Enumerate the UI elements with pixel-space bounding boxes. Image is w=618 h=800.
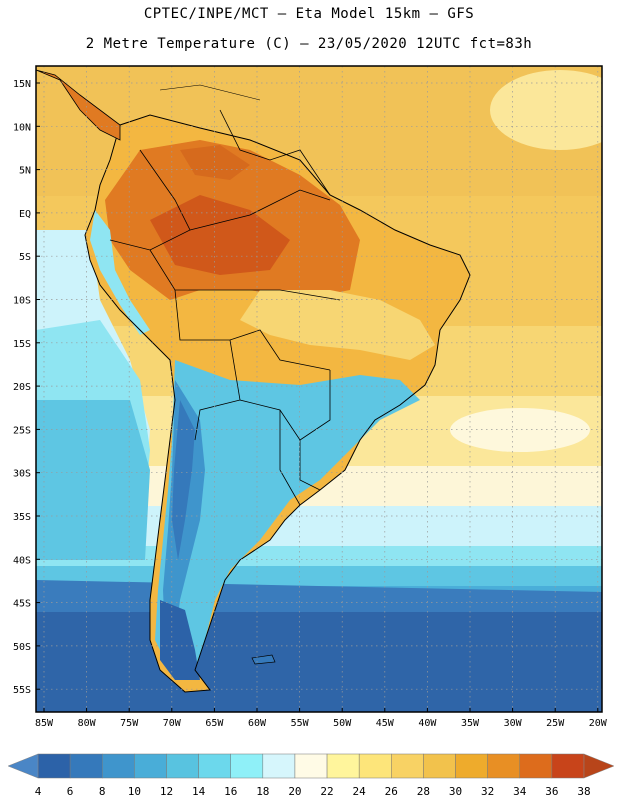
longitude-labels: 85W 80W 75W 70W 65W 60W 55W 50W 45W 40W 35W 30W 25W 2… — [35, 708, 608, 729]
colorbar-swatch — [519, 753, 553, 779]
colorbar-swatch — [166, 753, 199, 779]
lon-label: 55W — [291, 718, 310, 729]
colorbar-label: 38 — [577, 785, 590, 798]
lon-label: 20W — [589, 718, 608, 729]
colorbar-label: 34 — [513, 785, 527, 798]
title-line-1: CPTEC/INPE/MCT – Eta Model 15km – GFS — [143, 6, 475, 22]
colorbar-label: 32 — [481, 785, 494, 798]
colorbar-swatch — [326, 753, 360, 779]
colorbar-swatch — [551, 753, 585, 779]
lon-label: 40W — [418, 718, 437, 729]
lat-label: 30S — [13, 469, 31, 480]
colorbar-label: 30 — [449, 785, 462, 798]
colorbar-label: 18 — [256, 785, 269, 798]
lon-label: 30W — [504, 718, 523, 729]
lon-label: 70W — [163, 718, 182, 729]
title-line-2: 2 Metre Temperature (C) – 23/05/2020 12U… — [85, 36, 533, 52]
colorbar-swatch — [358, 753, 392, 779]
colorbar-swatch — [262, 753, 296, 779]
lat-label: 35S — [13, 512, 31, 523]
colorbar-label: 4 — [35, 785, 42, 798]
map-frame — [35, 65, 603, 713]
lat-label: 50S — [13, 642, 31, 653]
colorbar-swatch — [101, 753, 135, 779]
colorbar-label: 6 — [67, 785, 74, 798]
lat-label: 55S — [13, 685, 31, 696]
colorbar-label: 22 — [320, 785, 333, 798]
lat-label: 15N — [13, 79, 31, 90]
colorbar-high-arrow — [583, 753, 615, 779]
colorbar-swatch — [294, 753, 328, 779]
colorbar-label: 20 — [288, 785, 301, 798]
latitude-labels: 15N 10N 5N EQ 5S 10S 15S 20S 25S 30S 35S 40S 45S 50S 5… — [13, 79, 40, 696]
lat-label: 15S — [13, 339, 31, 350]
lat-label: 5N — [19, 166, 31, 177]
colorbar-low-arrow — [7, 753, 39, 779]
colorbar-label: 12 — [160, 785, 173, 798]
lon-label: 45W — [376, 718, 395, 729]
lon-label: 85W — [35, 718, 54, 729]
colorbar-swatch — [37, 753, 71, 779]
colorbar-label: 8 — [99, 785, 106, 798]
lat-label: 5S — [19, 252, 31, 263]
lat-label: 25S — [13, 425, 31, 436]
colorbar-swatch — [423, 753, 456, 779]
colorbar-swatch — [455, 753, 488, 779]
colorbar-label: 10 — [128, 785, 141, 798]
colorbar-swatch — [69, 753, 103, 779]
colorbar: 4 6 8 10 12 14 16 18 20 22 24 26 28 30 32 34 36 38 — [7, 753, 615, 798]
lat-label: 40S — [13, 555, 31, 566]
colorbar-label: 14 — [192, 785, 206, 798]
colorbar-swatch — [230, 753, 264, 779]
lon-label: 35W — [461, 718, 480, 729]
lon-label: 25W — [546, 718, 565, 729]
colorbar-label: 24 — [353, 785, 367, 798]
colorbar-label: 16 — [224, 785, 237, 798]
lon-label: 50W — [333, 718, 352, 729]
lat-label: 20S — [13, 382, 31, 393]
lat-label: 10N — [13, 122, 31, 133]
lat-label: EQ — [19, 209, 31, 220]
country-borders — [109, 109, 341, 506]
lon-label: 80W — [78, 718, 97, 729]
lat-label: 10S — [13, 296, 31, 307]
lat-label: 45S — [13, 599, 31, 610]
lon-label: 75W — [120, 718, 139, 729]
colorbar-label: 26 — [385, 785, 398, 798]
colorbar-swatch — [134, 753, 167, 779]
colorbar-swatch — [198, 753, 231, 779]
colorbar-label: 36 — [545, 785, 558, 798]
colorbar-swatch — [391, 753, 424, 779]
lon-label: 65W — [205, 718, 224, 729]
colorbar-swatch — [487, 753, 521, 779]
temperature-field — [36, 66, 602, 712]
colorbar-label: 28 — [417, 785, 430, 798]
lon-label: 60W — [248, 718, 267, 729]
